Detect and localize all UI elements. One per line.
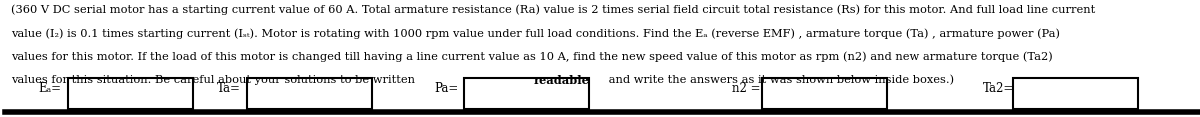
Text: and write the answers as it was shown below inside boxes.): and write the answers as it was shown be… xyxy=(605,75,954,85)
Bar xyxy=(1013,78,1138,109)
Text: Pa=: Pa= xyxy=(434,82,458,95)
Text: values for this situation. Be careful about your solutions to be written: values for this situation. Be careful ab… xyxy=(11,75,419,85)
Text: readable: readable xyxy=(534,75,589,86)
Text: value (I₂) is 0.1 times starting current (Iₛₜ). Motor is rotating with 1000 rpm : value (I₂) is 0.1 times starting current… xyxy=(11,29,1060,39)
Bar xyxy=(762,78,888,109)
Text: Ta=: Ta= xyxy=(217,82,241,95)
Bar xyxy=(68,78,193,109)
Text: Eₐ=: Eₐ= xyxy=(38,82,61,95)
Text: n2 =: n2 = xyxy=(732,82,761,95)
Text: (360 V DC serial motor has a starting current value of 60 A. Total armature resi: (360 V DC serial motor has a starting cu… xyxy=(11,5,1096,15)
Text: Ta2=: Ta2= xyxy=(983,82,1014,95)
Bar xyxy=(247,78,372,109)
Bar xyxy=(464,78,589,109)
Text: values for this motor. If the load of this motor is changed till having a line c: values for this motor. If the load of th… xyxy=(11,52,1052,62)
